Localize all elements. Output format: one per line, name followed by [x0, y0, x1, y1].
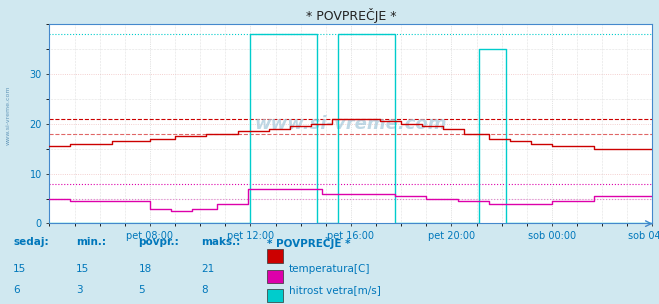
Bar: [267, 249, 283, 263]
Text: 15: 15: [13, 264, 26, 275]
Text: 21: 21: [201, 264, 214, 275]
Bar: [267, 289, 283, 302]
Text: * POVPREČJE *: * POVPREČJE *: [267, 237, 351, 249]
Text: 8: 8: [201, 285, 208, 295]
Text: hitrost vetra[m/s]: hitrost vetra[m/s]: [289, 285, 380, 295]
Text: www.si-vreme.com: www.si-vreme.com: [5, 86, 11, 145]
Text: 3: 3: [76, 285, 82, 295]
Text: 18: 18: [138, 264, 152, 275]
Text: sedaj:: sedaj:: [13, 237, 49, 247]
Text: www.si-vreme.com: www.si-vreme.com: [254, 115, 447, 133]
Bar: [267, 270, 283, 283]
Text: 15: 15: [76, 264, 89, 275]
Text: min.:: min.:: [76, 237, 106, 247]
Text: 5: 5: [138, 285, 145, 295]
Text: povpr.:: povpr.:: [138, 237, 179, 247]
Text: 6: 6: [13, 285, 20, 295]
Title: * POVPREČJE *: * POVPREČJE *: [306, 8, 396, 23]
Text: maks.:: maks.:: [201, 237, 241, 247]
Text: temperatura[C]: temperatura[C]: [289, 264, 370, 275]
